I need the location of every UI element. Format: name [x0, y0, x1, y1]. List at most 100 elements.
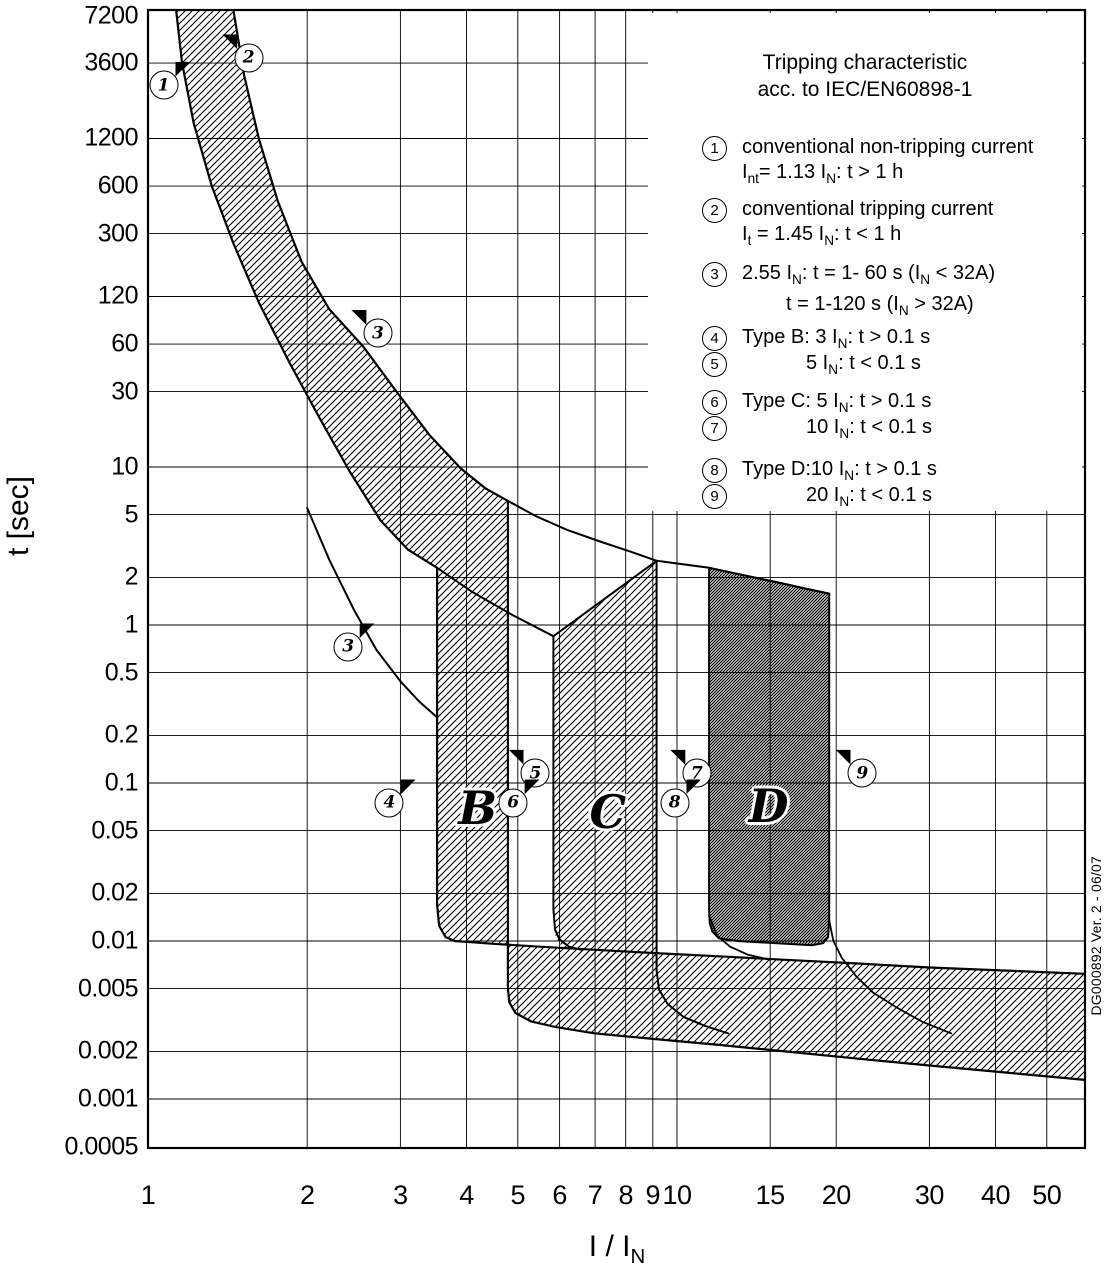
- x-tick-label: 3: [393, 1180, 408, 1210]
- legend-item-7: 7 10 IN: t < 0.1 s: [702, 415, 1078, 446]
- band-letter-D: D: [748, 778, 789, 833]
- lower-limit-and-strip-top: [175, 10, 1085, 975]
- curve-marker-4: 4: [374, 779, 416, 818]
- legend-item-text: Type C: 5 IN: t > 0.1 s: [742, 390, 932, 415]
- x-tick-label: 8: [618, 1180, 633, 1210]
- marker-number: 4: [383, 792, 396, 813]
- x-tick-label: 6: [552, 1180, 567, 1210]
- legend-item-number: 8: [702, 458, 727, 483]
- marker-flag-icon: [670, 749, 686, 765]
- curve-marker-2: 2: [222, 34, 264, 73]
- band-letter-C: C: [589, 784, 627, 839]
- y-tick-label: 5: [124, 500, 139, 529]
- legend-item-text: 20 IN: t < 0.1 s: [806, 484, 933, 509]
- y-tick-label: 0.005: [77, 974, 139, 1003]
- legend-item-text: t = 1-120 s (IN > 32A): [786, 293, 974, 318]
- band-letter-B: B: [458, 781, 498, 836]
- legend-item-number: 5: [702, 352, 727, 377]
- y-tick-label: 0.1: [104, 768, 139, 797]
- curve-marker-6: 6: [498, 779, 540, 818]
- lower-limit-continuation: [436, 566, 555, 638]
- legend-title-line2: acc. to IEC/EN60898-1: [757, 78, 973, 101]
- y-tick-label: 0.001: [77, 1084, 139, 1113]
- marker-flag-icon: [359, 623, 375, 639]
- marker-flag-icon: [222, 34, 238, 50]
- y-tick-label: 120: [97, 281, 139, 310]
- x-tick-label: 10: [662, 1180, 692, 1210]
- legend-item-9: 9 20 IN: t < 0.1 s: [702, 483, 1078, 514]
- x-tick-label: 2: [299, 1180, 315, 1210]
- x-tick-label: 50: [1032, 1180, 1062, 1210]
- legend-item-text: 5 IN: t < 0.1 s: [806, 352, 921, 377]
- legend-item-number: 4: [702, 326, 727, 351]
- legend-item-number: 3: [702, 262, 727, 287]
- y-tick-label: 7200: [84, 1, 138, 30]
- y-tick-label: 10: [111, 452, 138, 481]
- curve-marker-8: 8: [660, 779, 702, 818]
- plot-frame: [146, 8, 1087, 1150]
- legend-item-4: 4 Type B: 3 IN: t > 0.1 s: [702, 325, 1078, 356]
- x-tick-label: 20: [821, 1180, 852, 1210]
- y-tick-label: 3600: [84, 48, 138, 77]
- x-tick-label: 1: [140, 1180, 156, 1210]
- legend-item-text: It = 1.45 IN: t < 1 h: [742, 223, 902, 248]
- y-tick-label: 1: [124, 610, 139, 639]
- marker-flag-icon: [400, 779, 416, 795]
- y-tick-label: 0.002: [77, 1036, 139, 1065]
- legend-title: Tripping characteristic acc. to IEC/EN60…: [648, 49, 1082, 103]
- marker-number: 5: [529, 763, 542, 784]
- y-tick-label: 0.2: [104, 720, 139, 749]
- type-d-band: [709, 567, 830, 946]
- marker-flag-icon: [351, 309, 367, 325]
- marker-number: 9: [856, 763, 869, 784]
- y-tick-label: 0.02: [91, 878, 138, 907]
- y-tick-label: 0.0005: [64, 1132, 139, 1161]
- legend-item-8: 8 Type D:10 IN: t > 0.1 s: [702, 457, 1078, 488]
- x-tick-label: 30: [914, 1180, 945, 1210]
- y-tick-label: 0.05: [91, 816, 138, 845]
- x-tick-label: 5: [510, 1180, 526, 1210]
- legend-panel: Tripping characteristic acc. to IEC/EN60…: [648, 13, 1082, 511]
- legend-item-2: 2 conventional tripping current It = 1.45 …: [702, 197, 1078, 253]
- x-tick-label: 7: [587, 1180, 603, 1210]
- x-tick-label: 9: [645, 1180, 661, 1210]
- document-code: DG000892 Ver. 2 - 06/07: [1088, 856, 1104, 1016]
- x-tick-label: 15: [755, 1180, 786, 1210]
- marker-flag-icon: [835, 749, 851, 765]
- legend-item-text: conventional non-tripping current: [742, 136, 1034, 158]
- legend-item-text: conventional tripping current: [742, 198, 994, 220]
- marker-number: 2: [242, 47, 255, 68]
- legend-item-number: 6: [702, 390, 727, 415]
- legend-item-text: 2.55 IN: t = 1- 60 s (IN < 32A): [742, 262, 996, 287]
- legend-item-number: 9: [702, 484, 727, 509]
- legend-item-6: 6 Type C: 5 IN: t > 0.1 s: [702, 389, 1078, 420]
- x-axis-title: I / IN: [588, 1230, 646, 1268]
- conventional-255-line: [306, 507, 439, 719]
- legend-item-1: 1 conventional non-tripping current Int= 1…: [702, 135, 1078, 191]
- marker-number: 3: [371, 323, 384, 344]
- type-d-right-tail: [828, 919, 953, 1035]
- legend-item-number: 2: [702, 198, 727, 223]
- thermal-and-type-b-band: [176, 10, 1085, 1080]
- legend-item-5: 5 5 IN: t < 0.1 s: [702, 351, 1078, 382]
- y-tick-label: 300: [97, 219, 139, 248]
- legend-item-number: 1: [702, 136, 727, 161]
- y-tick-label: 0.01: [91, 926, 138, 955]
- type-d-left-tail: [708, 914, 772, 961]
- y-tick-label: 30: [111, 377, 138, 406]
- curve-marker-3: 3: [351, 309, 393, 348]
- curve-marker-9: 9: [835, 749, 877, 788]
- marker-number: 7: [690, 763, 703, 784]
- y-tick-label: 0.5: [104, 658, 139, 687]
- legend-item-text: Type B: 3 IN: t > 0.1 s: [742, 326, 931, 351]
- legend-item-text: 10 IN: t < 0.1 s: [806, 416, 933, 441]
- marker-flag-icon: [175, 61, 191, 77]
- marker-number: 1: [157, 75, 170, 96]
- marker-flag-icon: [508, 749, 524, 765]
- curve-marker-1: 1: [149, 61, 191, 100]
- marker-number: 6: [507, 792, 520, 813]
- curve-marker-3: 3: [333, 623, 375, 662]
- legend-item-text: Type D:10 IN: t > 0.1 s: [742, 458, 937, 483]
- x-tick-label: 40: [980, 1180, 1011, 1210]
